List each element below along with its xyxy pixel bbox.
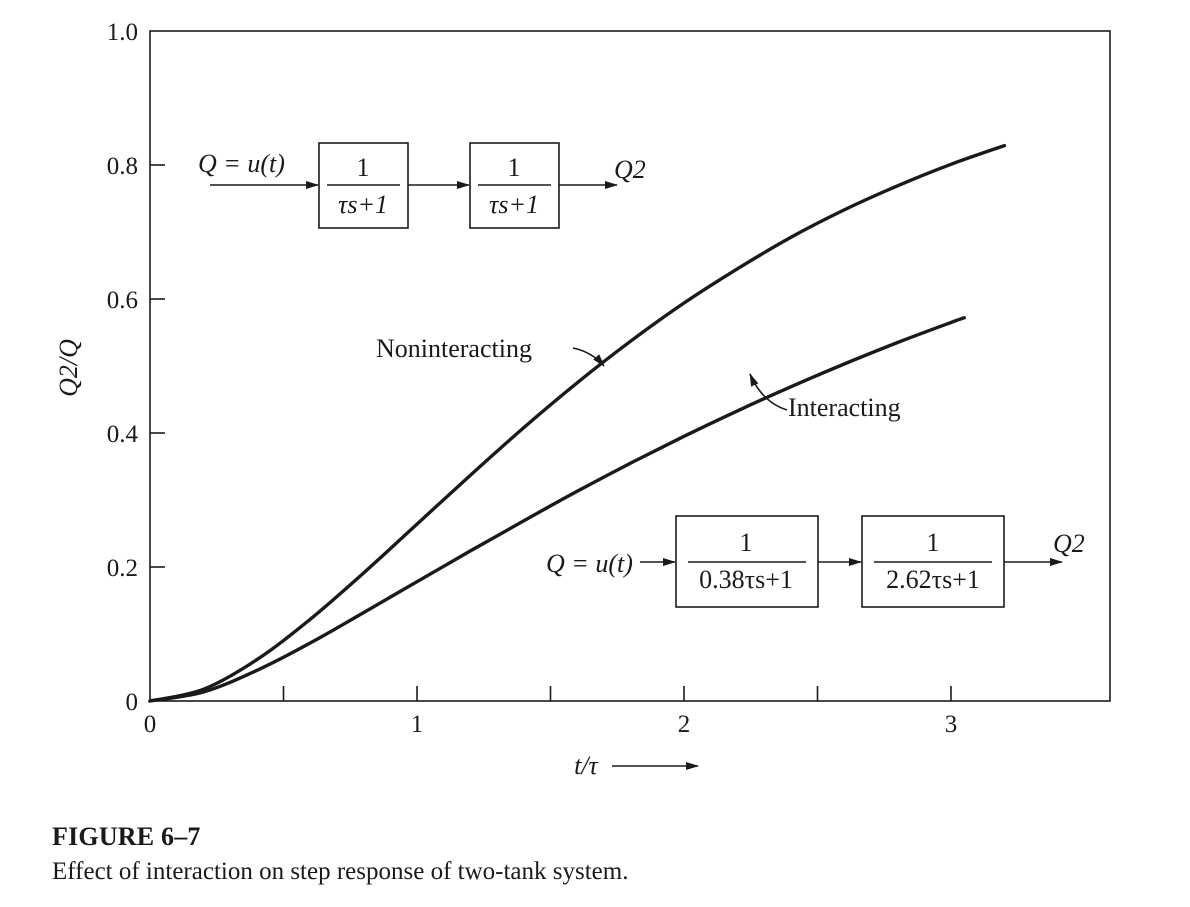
top-output-label: Q2 (614, 155, 646, 184)
bottom-block-1-numerator: 1 (740, 528, 753, 557)
top-block-1-numerator: 1 (357, 153, 370, 182)
y-axis: 0 0.2 0.4 0.6 0.8 1.0 (107, 19, 165, 716)
x-tick-label: 3 (945, 711, 958, 738)
series-lines (148, 143, 1007, 703)
bottom-block-1-denominator: 0.38τs+1 (699, 565, 793, 594)
x-tick-label: 2 (678, 711, 691, 738)
y-tick-label: 0.8 (107, 153, 138, 180)
bottom-block-2-denominator: 2.62τs+1 (886, 565, 980, 594)
figure-caption-title: FIGURE 6–7 (52, 822, 201, 851)
plot-frame (149, 30, 1111, 702)
x-axis: 0 1 2 3 (144, 686, 958, 738)
y-tick-label: 0.2 (107, 555, 138, 582)
y-tick-label: 1.0 (107, 19, 138, 46)
x-tick-label: 1 (411, 711, 424, 738)
figure-caption-text: Effect of interaction on step response o… (52, 858, 629, 885)
noninteracting-pointer-arrow (572, 347, 605, 367)
interacting-label: Interacting (788, 393, 901, 422)
top-block-2-numerator: 1 (508, 153, 521, 182)
bottom-block-2-numerator: 1 (927, 528, 940, 557)
y-tick-label: 0 (126, 689, 139, 716)
noninteracting-block-diagram: Q = u(t) 1 τs+1 1 τs+1 Q2 (198, 142, 646, 229)
x-axis-title: t/τ (574, 751, 699, 780)
top-block-2-denominator: τs+1 (489, 190, 539, 219)
interacting-pointer-arrow (749, 373, 788, 411)
interacting-block-diagram: Q = u(t) 1 0.38τs+1 1 2.62τs+1 Q2 (546, 515, 1085, 608)
bottom-input-label: Q = u(t) (546, 549, 633, 578)
noninteracting-curve (148, 143, 1007, 703)
curve-annotations: Noninteracting Interacting (376, 334, 901, 422)
top-block-1-denominator: τs+1 (338, 190, 388, 219)
y-tick-label: 0.4 (107, 421, 139, 448)
y-tick-label: 0.6 (107, 287, 138, 314)
x-axis-label: t/τ (574, 751, 599, 780)
y-axis-label: Q2/Q (54, 339, 83, 397)
figure-canvas: 0 1 2 3 0 0.2 0.4 0.6 0.8 1.0 t/τ Q2/Q Nonintera… (54, 19, 1111, 780)
top-input-label: Q = u(t) (198, 149, 285, 178)
noninteracting-label: Noninteracting (376, 334, 532, 363)
x-tick-label: 0 (144, 711, 157, 738)
interacting-curve (148, 316, 966, 703)
bottom-output-label: Q2 (1053, 529, 1085, 558)
